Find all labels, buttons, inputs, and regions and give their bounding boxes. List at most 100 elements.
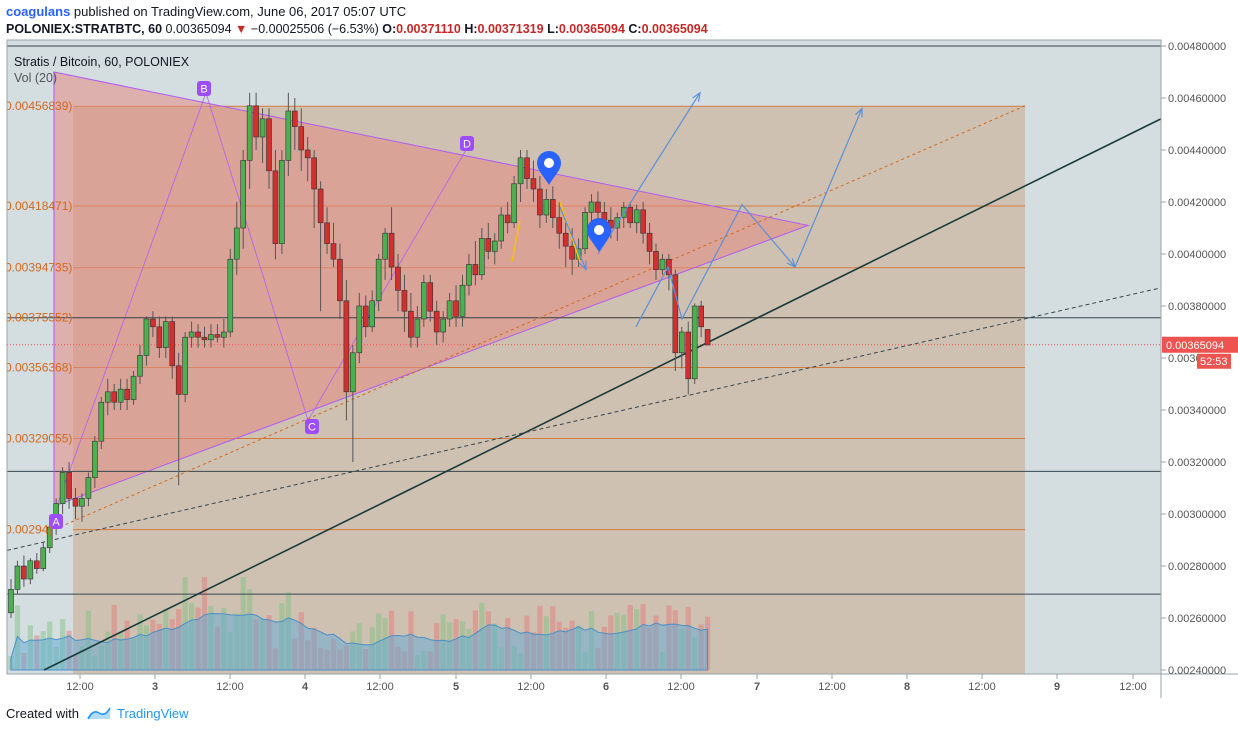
- candle-body: [324, 222, 330, 244]
- candle-body: [659, 258, 666, 270]
- candle-body: [633, 209, 640, 224]
- author-name[interactable]: coagulans: [6, 4, 71, 19]
- candle-body: [72, 498, 79, 507]
- candle-body: [356, 305, 363, 354]
- candle-body: [395, 266, 401, 291]
- fib-level-label: 0.00456839): [5, 99, 72, 113]
- abcd-pattern: [53, 91, 467, 515]
- time-tick-label: 7: [754, 681, 760, 693]
- candle-body: [375, 258, 382, 302]
- pattern-marker-label: B: [200, 84, 207, 96]
- time-tick-label: 6: [603, 681, 609, 693]
- tradingview-link[interactable]: TradingView: [87, 706, 189, 721]
- pattern-marker-c: [305, 419, 319, 434]
- projection-arrow-high: [794, 108, 863, 268]
- candle-body: [569, 245, 575, 260]
- price-tick-label: 0.00320000: [1168, 457, 1226, 469]
- price-axis[interactable]: 0.00480000 0.00460000 0.00440000 0.00420000…: [1161, 41, 1226, 677]
- plot-border: [6, 39, 1162, 675]
- candle-body: [678, 331, 685, 354]
- fib-level-label: 0.00294): [5, 523, 52, 537]
- candle-body: [479, 238, 485, 276]
- time-tick-label: 12:00: [216, 681, 244, 693]
- candle-body: [291, 110, 298, 127]
- open-label: O:: [382, 22, 397, 36]
- publish-info: coagulans published on TradingView.com, …: [6, 4, 406, 19]
- candle-body: [562, 232, 569, 247]
- candle-body: [704, 329, 711, 346]
- created-with-label: Created with: [6, 706, 79, 721]
- candle-body: [233, 227, 240, 260]
- support-trend-line: [43, 118, 1161, 671]
- candle-body: [40, 547, 47, 569]
- candle-body: [163, 321, 169, 348]
- candle-body: [246, 105, 253, 161]
- candle-body: [420, 282, 427, 320]
- candle-body: [117, 388, 124, 403]
- candle-body: [646, 232, 653, 252]
- candle-body: [156, 326, 163, 348]
- candle-body: [640, 209, 646, 234]
- candle-body: [169, 321, 176, 367]
- candle-body: [685, 331, 692, 380]
- candle-body: [285, 110, 292, 161]
- projection-arrow-zigzag: [635, 203, 796, 328]
- candle-body: [124, 388, 130, 400]
- candle-body: [350, 352, 356, 393]
- chart-title: Stratis / Bitcoin, 60, POLONIEX: [14, 55, 190, 69]
- price-tick-label: 0.00380000: [1168, 301, 1226, 313]
- projection-arrow-up: [597, 92, 701, 255]
- candle-body: [472, 264, 479, 276]
- time-tick-label: 9: [1054, 681, 1060, 693]
- dashed-trend-line: [7, 287, 1161, 551]
- candle-body: [175, 365, 182, 395]
- pattern-marker-label: A: [52, 517, 60, 529]
- candle-body: [588, 201, 595, 213]
- candle-body: [66, 472, 72, 499]
- trend-lines: [7, 72, 1161, 671]
- price-tick-label: 0.00480000: [1168, 41, 1226, 53]
- candle-body: [214, 334, 221, 338]
- candle-body: [59, 472, 66, 504]
- time-axis[interactable]: 12:00 3 12:00 4 12:00 5 12:00 6 12:00 7 12:00 8 12:0…: [66, 674, 1147, 693]
- candle-body: [382, 232, 388, 260]
- candle-body: [21, 565, 27, 580]
- candle-body: [240, 160, 246, 229]
- location-pin-dot: [594, 225, 604, 235]
- close-label: C:: [628, 22, 642, 36]
- candle-body: [130, 375, 137, 400]
- candle-body: [27, 560, 34, 580]
- candle-body: [259, 118, 266, 138]
- candle-body: [330, 243, 337, 260]
- candle-body: [653, 251, 659, 270]
- time-tick-label: 12:00: [66, 681, 94, 693]
- pattern-markers: A B C D: [49, 81, 474, 529]
- volume-ma-area: [10, 612, 709, 671]
- projection-arrow-small: [559, 206, 587, 270]
- candle-body: [666, 258, 672, 276]
- fib-level-label: 0.00375552): [5, 311, 72, 325]
- last-price-tag-label: 0.00365094: [1166, 340, 1224, 352]
- price-change: −0.00025506 (−6.53%): [250, 22, 379, 36]
- last-price: 0.00365094: [165, 22, 232, 36]
- candle-body: [195, 331, 201, 338]
- tradingview-brand: TradingView: [116, 706, 189, 721]
- price-tick-label: 0.00460000: [1168, 93, 1226, 105]
- price-tick-label: 0.00300000: [1168, 509, 1226, 521]
- last-price-tags: 0.00365094 52:53: [1162, 336, 1238, 369]
- candle-body: [691, 305, 698, 380]
- fib-level-label: 0.00394735): [5, 261, 72, 275]
- time-tick-label: 12:00: [667, 681, 695, 693]
- fib-level-label: 0.00329055): [5, 431, 72, 445]
- time-tick-label: 12:00: [968, 681, 996, 693]
- fib-labels: 0.00456839) 0.00418471) 0.00394735) 0.00375…: [5, 99, 72, 537]
- candle-body: [98, 401, 105, 442]
- candle-body: [92, 440, 98, 478]
- candle-body: [143, 318, 150, 356]
- candle-body: [698, 305, 704, 328]
- time-tick-label: 12:00: [818, 681, 846, 693]
- low-value: 0.00365094: [558, 22, 625, 36]
- pattern-marker-d: [460, 136, 474, 151]
- arrow-head: [579, 260, 587, 272]
